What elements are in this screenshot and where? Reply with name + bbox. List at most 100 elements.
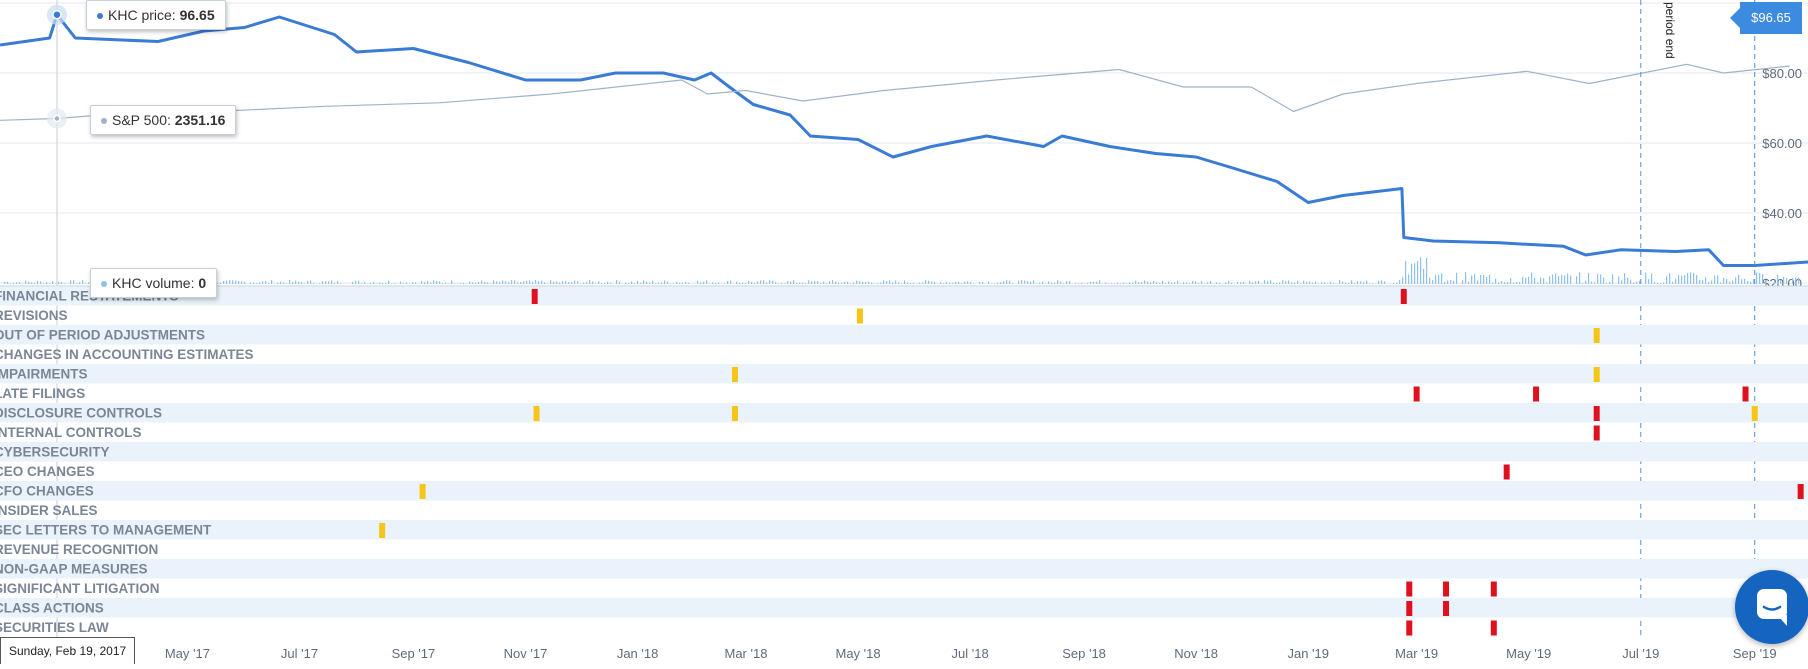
volume-bar: [532, 282, 533, 284]
volume-bar: [1744, 279, 1745, 284]
chat-button[interactable]: [1735, 570, 1808, 644]
volume-bar: [1021, 280, 1022, 284]
sp500-hover-point: [54, 116, 60, 122]
volume-bar: [1012, 283, 1013, 284]
volume-bar: [634, 283, 635, 284]
category-band: [0, 442, 1808, 462]
volume-bar: [817, 281, 818, 284]
event-marker-red: [1504, 465, 1510, 480]
volume-bar: [1429, 278, 1430, 284]
volume-bar: [640, 283, 641, 284]
volume-bar: [1780, 280, 1781, 284]
category-label: CHANGES IN ACCOUNTING ESTIMATES: [0, 347, 254, 362]
volume-bar: [1717, 275, 1718, 284]
volume-bar: [736, 282, 737, 284]
volume-bar: [475, 282, 476, 284]
volume-bar: [508, 282, 509, 284]
volume-bar: [730, 281, 731, 284]
volume-bar: [1240, 282, 1241, 284]
volume-bar: [427, 281, 428, 284]
event-marker-red: [1443, 601, 1449, 616]
volume-bar: [1714, 275, 1715, 284]
volume-bar: [928, 281, 929, 284]
volume-bar: [760, 280, 761, 284]
volume-bar: [643, 280, 644, 284]
x-tick-label: Jan '19: [1287, 646, 1329, 661]
volume-bar: [883, 280, 884, 284]
volume-bar: [871, 282, 872, 284]
volume-bar: [1174, 282, 1175, 284]
event-marker-red: [532, 289, 538, 304]
volume-bar: [1093, 282, 1094, 284]
volume-bar: [1060, 282, 1061, 284]
volume-bar: [1219, 283, 1220, 284]
category-label: SIGNIFICANT LITIGATION: [0, 581, 160, 596]
volume-bar: [595, 283, 596, 284]
volume-bar: [259, 282, 260, 284]
volume-bar: [373, 282, 374, 284]
volume-bar: [1033, 280, 1034, 284]
event-marker-red: [1406, 582, 1412, 597]
volume-bar: [1153, 281, 1154, 284]
volume-bar: [1315, 281, 1316, 284]
current-price-badge: $96.65: [1740, 2, 1802, 34]
volume-bar: [1207, 282, 1208, 284]
volume-bar: [1393, 283, 1394, 284]
volume-bar: [1000, 282, 1001, 284]
volume-bar: [1576, 276, 1577, 284]
volume-bar: [79, 282, 80, 284]
volume-bar: [550, 280, 551, 284]
volume-bar: [679, 283, 680, 284]
volume-bar: [814, 281, 815, 284]
volume-bar: [577, 281, 578, 284]
volume-bar: [1135, 281, 1136, 284]
volume-bar: [229, 280, 230, 284]
category-label: SECURITIES LAW: [0, 620, 109, 635]
volume-bar: [877, 283, 878, 284]
volume-bar: [442, 283, 443, 284]
volume-bar: [1579, 272, 1580, 284]
volume-bar: [1351, 280, 1352, 284]
volume-bar: [220, 283, 221, 284]
volume-bar: [757, 281, 758, 284]
volume-bar: [307, 281, 308, 284]
volume-bar: [862, 282, 863, 284]
volume-bar: [1228, 281, 1229, 284]
volume-bar: [913, 283, 914, 284]
volume-bar: [226, 281, 227, 284]
volume-bar: [439, 281, 440, 284]
volume-bar: [223, 281, 224, 284]
volume-bar: [13, 283, 14, 284]
volume-bar: [961, 283, 962, 284]
volume-bar: [667, 282, 668, 284]
volume-bar: [1453, 281, 1454, 284]
volume-bar: [571, 282, 572, 284]
volume-bar: [1081, 283, 1082, 284]
volume-bar: [352, 282, 353, 284]
volume-bar: [1783, 277, 1784, 284]
volume-bar: [1342, 282, 1343, 284]
volume-bar: [1186, 282, 1187, 284]
category-label: INTERNAL CONTROLS: [0, 425, 142, 440]
volume-bar: [553, 282, 554, 284]
volume-bar: [931, 282, 932, 284]
volume-bar: [565, 281, 566, 284]
volume-bar: [910, 283, 911, 284]
volume-bar: [1657, 283, 1658, 284]
volume-bar: [637, 281, 638, 284]
volume-bar: [1096, 282, 1097, 284]
volume-bar: [1720, 282, 1721, 284]
volume-bar: [847, 282, 848, 284]
volume-bar: [217, 283, 218, 284]
volume-bar: [388, 281, 389, 284]
volume-bar: [1177, 281, 1178, 284]
volume-bar: [1516, 282, 1517, 284]
volume-bar: [1645, 273, 1646, 284]
volume-bar: [400, 282, 401, 284]
volume-bar: [619, 282, 620, 284]
volume-bar: [1675, 279, 1676, 284]
volume-bar: [1570, 276, 1571, 284]
volume-bar: [1348, 283, 1349, 284]
volume-bar: [1750, 282, 1751, 284]
volume-bar: [1360, 281, 1361, 284]
